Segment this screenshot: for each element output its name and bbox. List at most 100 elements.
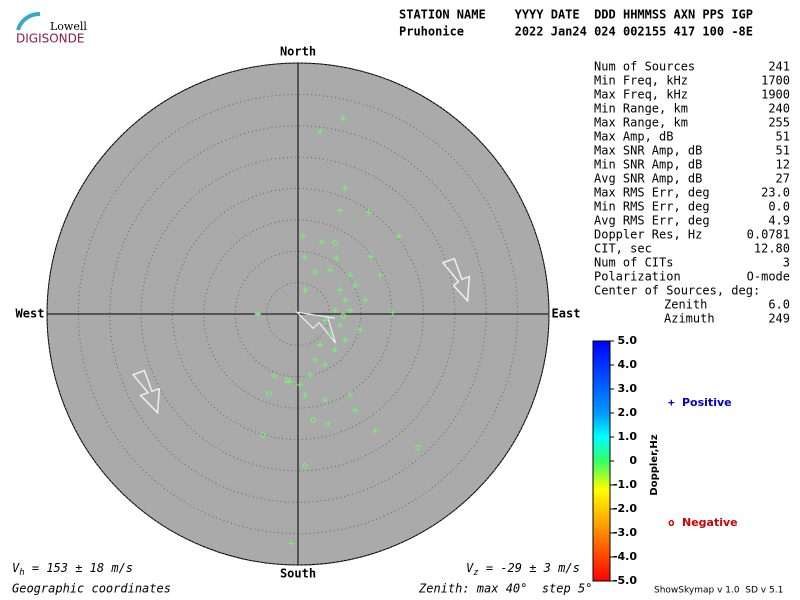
source-positive (365, 209, 372, 216)
colorbar-label: Doppler,Hz (649, 434, 660, 495)
source-positive (396, 233, 403, 240)
footer-right: ShowSkymap v 1.0 SD v 5.1 (654, 586, 783, 596)
colorbar-tick-label: 3.0 (618, 382, 638, 395)
source-positive (318, 238, 325, 245)
stat-label: Avg SNR Amp, dB (594, 172, 702, 186)
source-positive (352, 407, 359, 414)
colorbar-tick-label: 0 (629, 454, 637, 467)
direction-arrow (441, 257, 471, 303)
stat-label: Min RMS Err, deg (594, 200, 710, 214)
source-negative (284, 377, 291, 384)
source-positive (301, 391, 308, 398)
source-positive (372, 427, 379, 434)
source-positive (347, 307, 354, 314)
stat-label: CIT, sec (594, 242, 652, 256)
source-positive (311, 268, 318, 275)
source-positive (325, 420, 332, 427)
stat-value: 12.80 (754, 242, 790, 256)
source-negative (332, 240, 338, 246)
source-negative (310, 417, 316, 423)
vh: Vh = 153 ± 18 m/s (12, 561, 133, 578)
source-positive (357, 326, 364, 333)
source-positive (306, 371, 313, 378)
colorbar-tick-label: 5.0 (618, 334, 638, 347)
colorbar-tick-label: -4.0 (613, 550, 637, 563)
source-positive (254, 311, 261, 317)
colorbar-tick-label: -1.0 (613, 478, 637, 491)
source-positive (342, 184, 349, 191)
stat-label: Max Amp, dB (594, 130, 673, 144)
center-arrow (295, 311, 337, 344)
stat-value: 1900 (761, 88, 790, 102)
direction-label: East (552, 307, 581, 321)
stat-value: 255 (768, 116, 790, 130)
source-positive (332, 346, 339, 353)
source-positive (327, 331, 334, 338)
source-positive (271, 373, 278, 380)
colorbar-tick-label: -5.0 (613, 574, 637, 587)
center-value: 249 (768, 312, 790, 326)
stat-label: Doppler Res, Hz (594, 228, 702, 242)
source-positive (311, 356, 318, 363)
source-positive (327, 267, 334, 274)
colorbar-tick-label: -2.0 (613, 502, 637, 515)
stat-value: 51 (776, 144, 790, 158)
source-positive (316, 341, 323, 348)
colorbar-tick-label: -3.0 (613, 526, 637, 539)
source-positive (332, 307, 339, 314)
colorbar (592, 340, 611, 582)
stat-value: O-mode (747, 270, 790, 284)
stat-label: Num of Sources (594, 60, 695, 74)
source-positive (337, 322, 344, 329)
source-positive (337, 287, 344, 294)
source-negative (266, 390, 272, 397)
legend-label: Positive (682, 396, 732, 409)
legend-marker: o (668, 516, 675, 529)
center-label: Zenith (664, 298, 707, 312)
source-positive (321, 361, 328, 368)
stat-label: Max Freq, kHz (594, 88, 688, 102)
source-positive (301, 287, 308, 294)
header-line: STATION NAME YYYY DATE DDD HHMMSS AXN PP… (399, 8, 753, 22)
center-label: Azimuth (664, 312, 715, 326)
stat-value: 241 (768, 60, 790, 74)
stat-label: Min Freq, kHz (594, 74, 688, 88)
source-positive (347, 391, 354, 398)
source-negative (340, 313, 346, 319)
source-positive (301, 253, 308, 260)
source-positive (333, 255, 340, 262)
stat-value: 0.0 (768, 200, 790, 214)
logo-arc (16, 12, 41, 31)
source-positive (337, 207, 344, 214)
stat-value: 240 (768, 102, 790, 116)
source-positive (377, 272, 384, 279)
logo-bottom: DIGISONDE (16, 32, 84, 46)
source-positive (288, 540, 295, 547)
footer-left: Geographic coordinates (12, 582, 171, 596)
footer-mid: Zenith: max 40° step 5° (418, 582, 592, 596)
source-negative (415, 444, 421, 451)
stat-label: Max SNR Amp, dB (594, 144, 702, 158)
source-positive (300, 233, 307, 240)
colorbar-tick-label: 4.0 (618, 358, 638, 371)
source-positive (296, 381, 303, 388)
source-positive (321, 317, 328, 324)
source-positive (352, 282, 359, 289)
source-negative (302, 463, 308, 469)
stat-label: Min SNR Amp, dB (594, 158, 702, 172)
stat-value: 12 (776, 158, 790, 172)
stat-label: Min Range, km (594, 102, 688, 116)
source-positive (316, 128, 323, 135)
source-positive (347, 272, 354, 279)
stat-value: 27 (776, 172, 790, 186)
vz: Vz = -29 ± 3 m/s (466, 561, 580, 578)
stat-value: 4.9 (768, 214, 790, 228)
legend-marker: + (668, 396, 675, 409)
source-positive (340, 115, 347, 122)
center-value: 6.0 (768, 298, 790, 312)
stat-label: Num of CITs (594, 256, 673, 270)
direction-label: North (280, 45, 316, 59)
source-positive (342, 336, 349, 343)
colorbar-tick-label: 1.0 (618, 430, 638, 443)
